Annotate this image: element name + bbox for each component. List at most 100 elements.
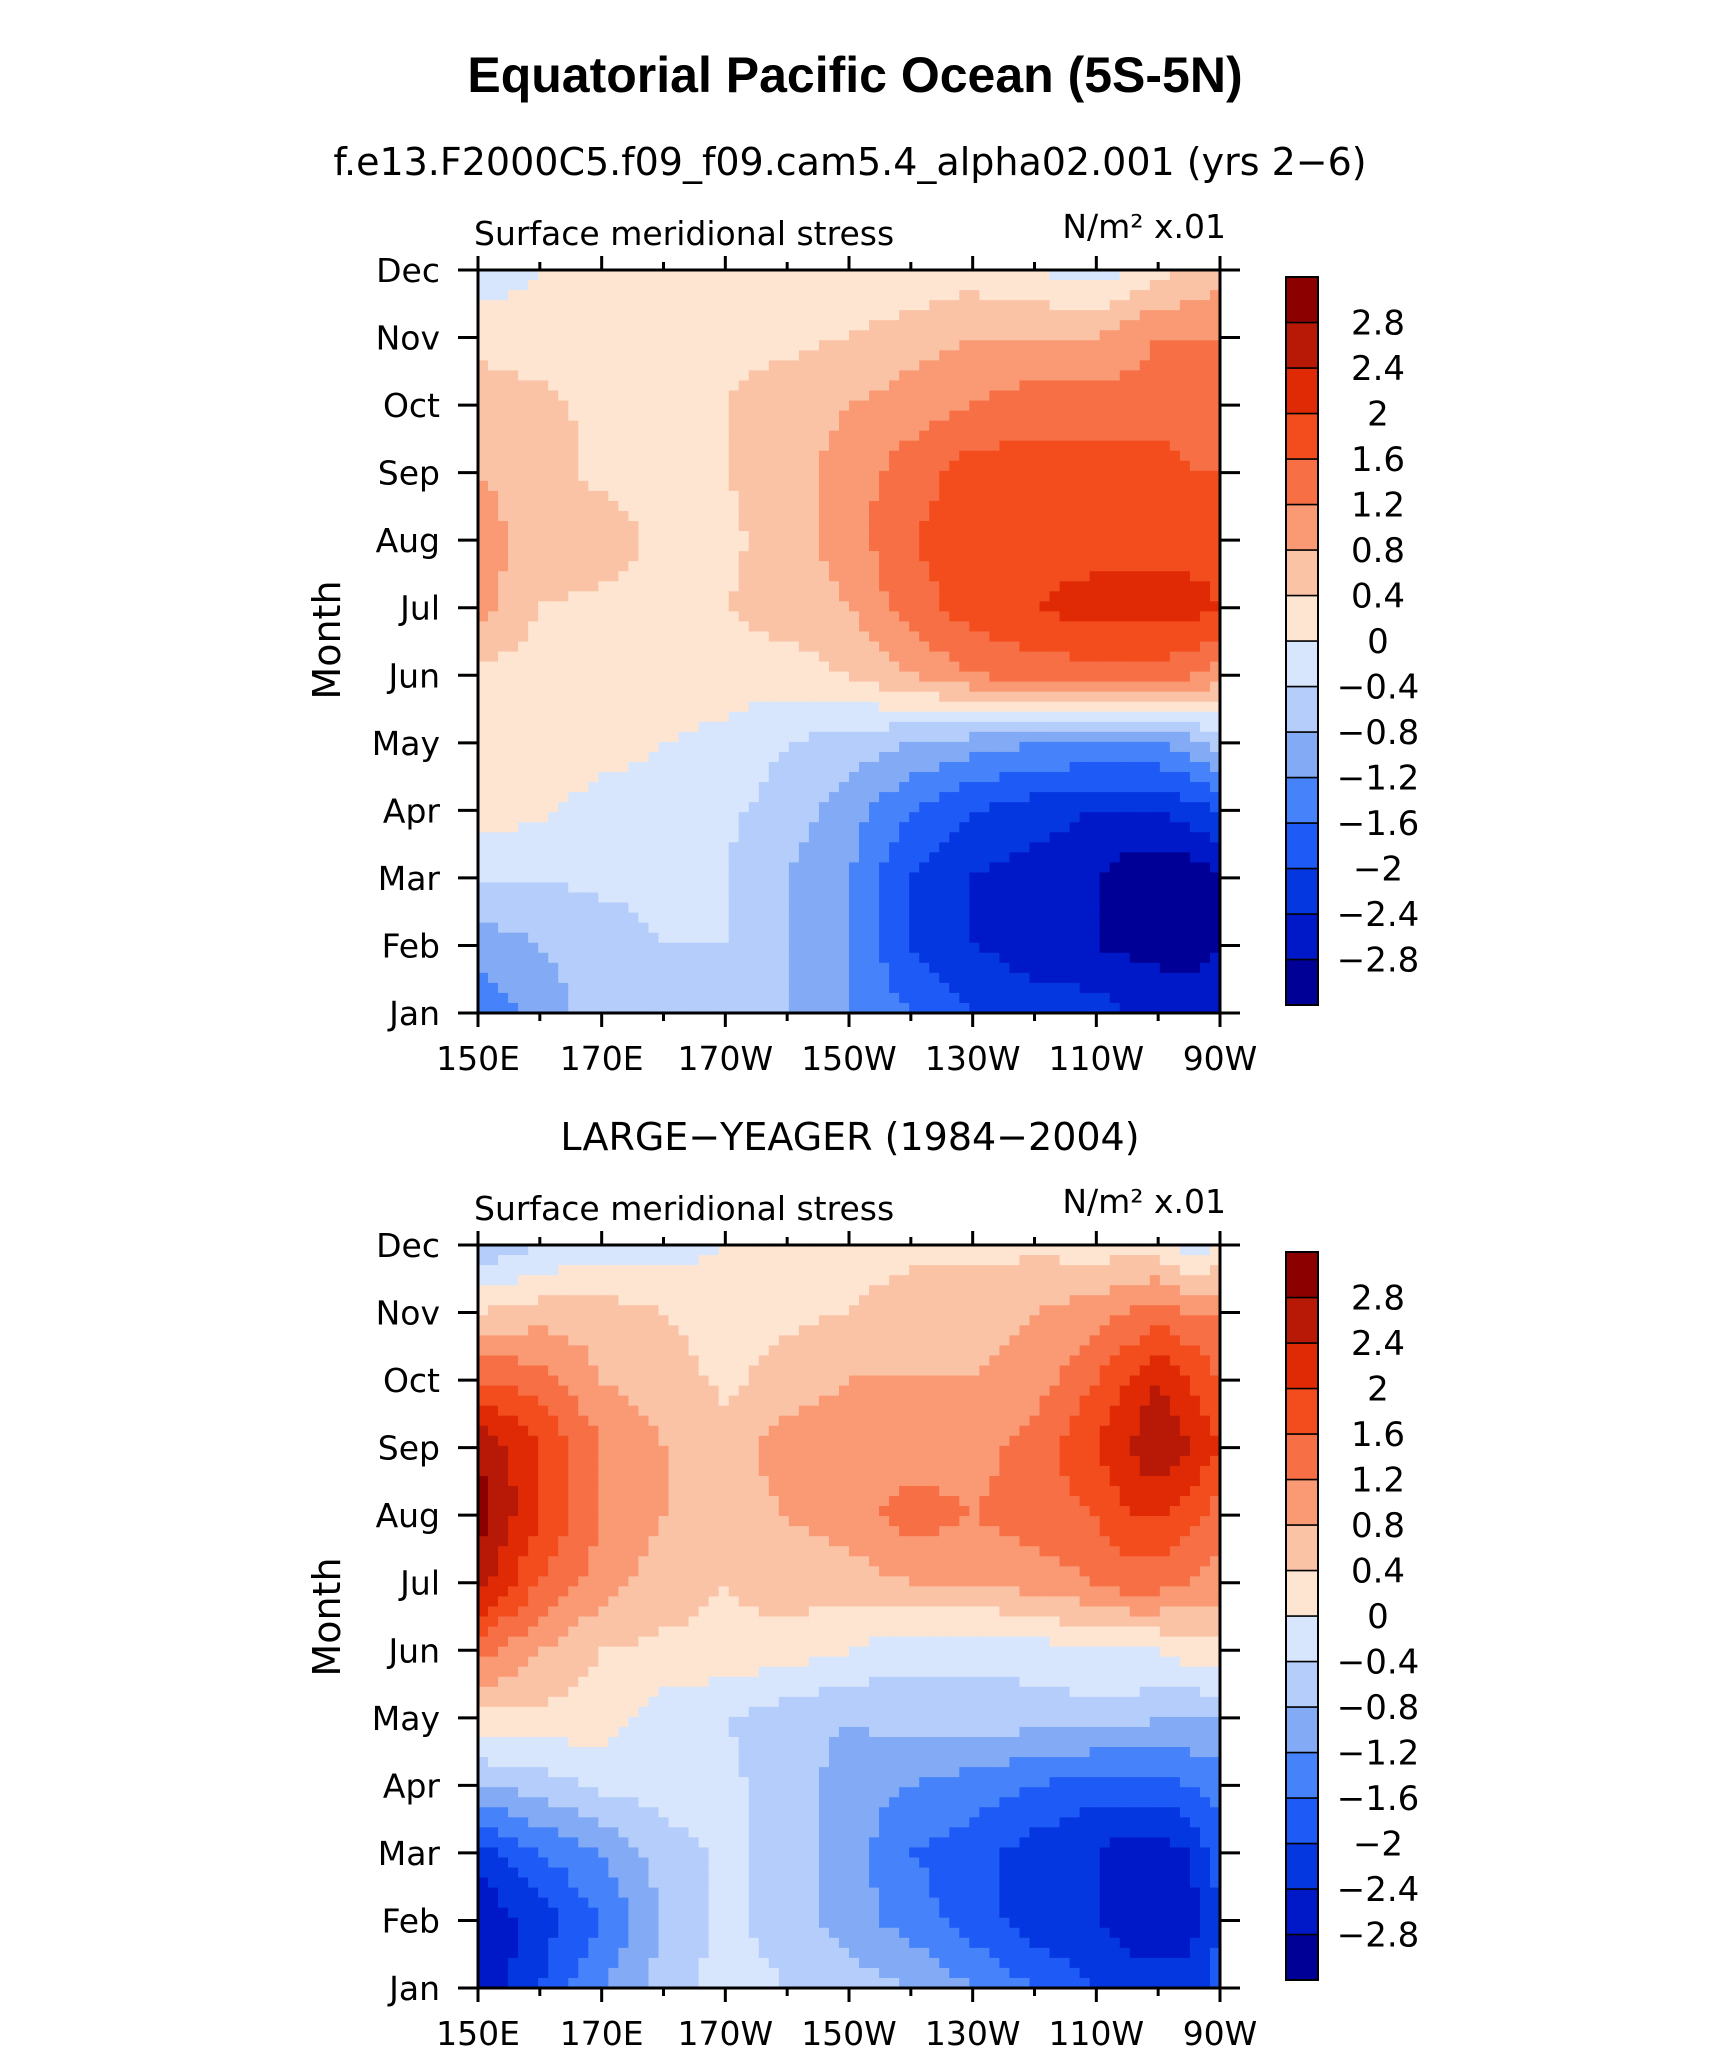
panel-model: f.e13.F2000C5.f09_f09.cam5.4_alpha02.001…	[305, 140, 1419, 1078]
heatmap-cell	[568, 521, 579, 532]
heatmap-cell	[688, 320, 700, 331]
heatmap-cell	[578, 551, 589, 562]
heatmap-cell	[558, 270, 569, 281]
heatmap-cell	[1109, 872, 1121, 884]
heatmap-cell	[788, 551, 800, 562]
heatmap-cell	[869, 721, 880, 733]
heatmap-cell	[889, 300, 900, 311]
heatmap-cell	[778, 330, 790, 341]
heatmap-cell	[1009, 561, 1021, 572]
heatmap-cell	[748, 390, 760, 402]
heatmap-cell	[678, 782, 690, 793]
heatmap-cell	[688, 952, 700, 964]
heatmap-cell	[528, 490, 539, 502]
heatmap-cell	[939, 711, 950, 723]
heatmap-cell	[1079, 731, 1091, 743]
heatmap-cell	[538, 571, 549, 582]
heatmap-cell	[748, 982, 760, 994]
heatmap-cell	[668, 952, 680, 964]
heatmap-cell	[899, 812, 910, 823]
heatmap-cell	[798, 952, 810, 964]
heatmap-cell	[658, 671, 670, 683]
heatmap-cell	[1129, 531, 1141, 542]
heatmap-cell	[869, 360, 880, 371]
heatmap-cell	[859, 380, 870, 392]
heatmap-cell	[608, 510, 619, 522]
heatmap-cell	[538, 290, 549, 301]
heatmap-cell	[1149, 400, 1161, 412]
heatmap-cell	[1119, 320, 1131, 331]
heatmap-cell	[498, 591, 509, 602]
heatmap-cell	[478, 932, 489, 944]
heatmap-cell	[768, 772, 780, 783]
heatmap-cell	[859, 510, 870, 522]
heatmap-cell	[638, 470, 650, 482]
heatmap-cell	[548, 450, 559, 462]
heatmap-cell	[708, 802, 720, 813]
heatmap-cell	[718, 992, 730, 1004]
heatmap-cell	[1099, 892, 1111, 904]
heatmap-cell	[939, 882, 950, 894]
heatmap-cell	[979, 982, 990, 994]
heatmap-cell	[598, 370, 609, 382]
heatmap-cell	[909, 701, 920, 713]
heatmap-cell	[969, 892, 980, 904]
heatmap-cell	[1049, 792, 1061, 803]
heatmap-cell	[618, 510, 630, 522]
heatmap-cell	[859, 721, 870, 733]
heatmap-cell	[879, 270, 890, 281]
heatmap-cell	[879, 370, 890, 382]
heatmap-cell	[949, 651, 960, 663]
heatmap-cell	[1139, 872, 1151, 884]
heatmap-cell	[608, 972, 619, 984]
heatmap-cell	[648, 350, 660, 361]
heatmap-cell	[538, 280, 549, 291]
heatmap-cell	[698, 761, 710, 773]
heatmap-cell	[1109, 842, 1121, 853]
heatmap-cell	[588, 651, 599, 663]
heatmap-cell	[989, 741, 1001, 753]
heatmap-cell	[1029, 320, 1041, 331]
heatmap-cell	[818, 300, 830, 311]
heatmap-cell	[738, 982, 750, 994]
heatmap-cell	[678, 420, 690, 432]
heatmap-cell	[768, 631, 780, 643]
heatmap-cell	[768, 300, 780, 311]
heatmap-cell	[949, 290, 960, 301]
heatmap-cell	[1109, 761, 1121, 773]
heatmap-cell	[568, 350, 579, 361]
heatmap-cell	[788, 330, 800, 341]
heatmap-cell	[668, 480, 680, 492]
heatmap-cell	[548, 992, 559, 1004]
heatmap-cell	[949, 842, 960, 853]
heatmap-cell	[798, 641, 810, 653]
heatmap-cell	[909, 661, 920, 673]
heatmap-cell	[508, 300, 519, 311]
heatmap-cell	[869, 601, 880, 612]
heatmap-cell	[588, 450, 599, 462]
heatmap-cell	[899, 852, 910, 863]
heatmap-cell	[688, 510, 700, 522]
heatmap-cell	[808, 792, 820, 803]
heatmap-cell	[1139, 882, 1151, 894]
heatmap-cell	[1119, 912, 1131, 924]
heatmap-cell	[748, 761, 760, 773]
heatmap-cell	[1139, 390, 1151, 402]
heatmap-cell	[558, 862, 569, 874]
heatmap-cell	[869, 792, 880, 803]
heatmap-cell	[628, 581, 640, 592]
heatmap-cell	[498, 751, 509, 763]
heatmap-cell	[1149, 340, 1161, 351]
variable-label: Surface meridional stress	[474, 214, 894, 253]
heatmap-cell	[949, 571, 960, 582]
heatmap-cell	[1129, 290, 1141, 301]
heatmap-cell	[1039, 300, 1051, 311]
heatmap-cell	[618, 310, 630, 321]
heatmap-cell	[939, 751, 950, 763]
heatmap-cell	[728, 591, 740, 602]
heatmap-cell	[929, 521, 940, 532]
heatmap-cell	[528, 400, 539, 412]
heatmap-cell	[838, 500, 850, 512]
heatmap-cell	[638, 892, 650, 904]
heatmap-cell	[728, 631, 740, 643]
